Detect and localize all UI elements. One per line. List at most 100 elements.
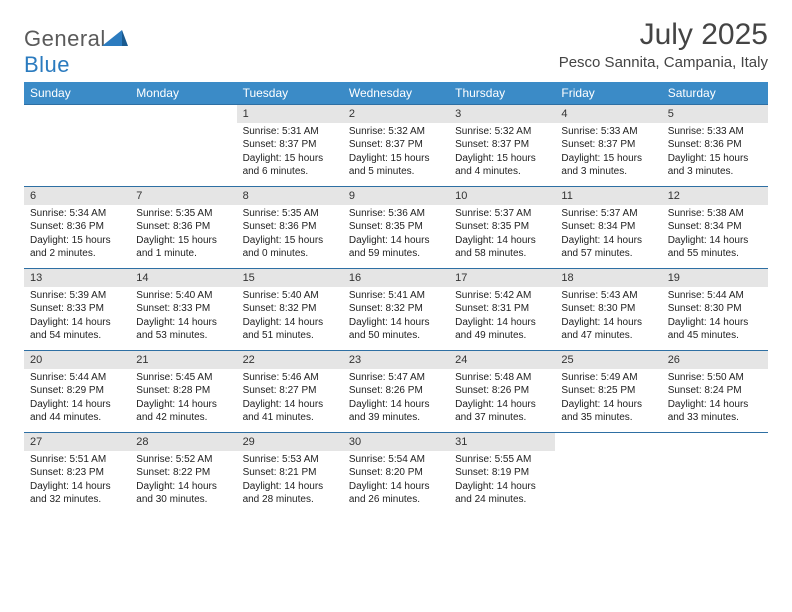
daylight-line: Daylight: 14 hours and 47 minutes. [561, 317, 642, 342]
sunset-line: Sunset: 8:26 PM [349, 385, 423, 396]
weekday-header-row: SundayMondayTuesdayWednesdayThursdayFrid… [24, 82, 768, 105]
weekday-header: Friday [555, 82, 661, 105]
day-detail: Sunrise: 5:48 AMSunset: 8:26 PMDaylight:… [449, 369, 555, 433]
day-number: 25 [555, 351, 661, 369]
empty-cell [662, 433, 768, 451]
day-number: 14 [130, 269, 236, 287]
sunrise-line: Sunrise: 5:45 AM [136, 372, 212, 383]
weekday-header: Sunday [24, 82, 130, 105]
daylight-line: Daylight: 14 hours and 44 minutes. [30, 399, 111, 424]
sunrise-line: Sunrise: 5:54 AM [349, 454, 425, 465]
empty-cell [555, 433, 661, 451]
daylight-line: Daylight: 14 hours and 35 minutes. [561, 399, 642, 424]
daylight-line: Daylight: 14 hours and 51 minutes. [243, 317, 324, 342]
sunset-line: Sunset: 8:37 PM [561, 139, 635, 150]
sunrise-line: Sunrise: 5:44 AM [30, 372, 106, 383]
sunrise-line: Sunrise: 5:37 AM [561, 208, 637, 219]
day-number: 18 [555, 269, 661, 287]
sunrise-line: Sunrise: 5:37 AM [455, 208, 531, 219]
day-detail: Sunrise: 5:40 AMSunset: 8:33 PMDaylight:… [130, 287, 236, 351]
empty-cell [24, 105, 130, 123]
sunset-line: Sunset: 8:36 PM [136, 221, 210, 232]
daylight-line: Daylight: 14 hours and 41 minutes. [243, 399, 324, 424]
sunset-line: Sunset: 8:33 PM [30, 303, 104, 314]
day-detail: Sunrise: 5:38 AMSunset: 8:34 PMDaylight:… [662, 205, 768, 269]
sunrise-line: Sunrise: 5:33 AM [668, 126, 744, 137]
sunset-line: Sunset: 8:34 PM [561, 221, 635, 232]
daylight-line: Daylight: 14 hours and 42 minutes. [136, 399, 217, 424]
daylight-line: Daylight: 15 hours and 5 minutes. [349, 153, 430, 178]
sunrise-line: Sunrise: 5:31 AM [243, 126, 319, 137]
sunset-line: Sunset: 8:37 PM [349, 139, 423, 150]
day-number: 9 [343, 187, 449, 205]
day-number-row: 2728293031 [24, 433, 768, 451]
sunset-line: Sunset: 8:23 PM [30, 467, 104, 478]
day-number: 10 [449, 187, 555, 205]
calendar-body: 12345Sunrise: 5:31 AMSunset: 8:37 PMDayl… [24, 105, 768, 521]
sunrise-line: Sunrise: 5:51 AM [30, 454, 106, 465]
day-detail: Sunrise: 5:36 AMSunset: 8:35 PMDaylight:… [343, 205, 449, 269]
daylight-line: Daylight: 15 hours and 3 minutes. [561, 153, 642, 178]
day-detail-row: Sunrise: 5:51 AM Sunset: 8:23 PM Daylight:… [24, 451, 768, 521]
daylight-line: Daylight: 14 hours and 32 minutes. [30, 481, 111, 506]
day-detail: Sunrise: 5:34 AMSunset: 8:36 PMDaylight:… [24, 205, 130, 269]
sunset-line: Sunset: 8:33 PM [136, 303, 210, 314]
day-number-row: 13141516171819 [24, 269, 768, 287]
day-detail: Sunrise: 5:32 AMSunset: 8:37 PMDaylight:… [343, 123, 449, 187]
sunrise-line: Sunrise: 5:34 AM [30, 208, 106, 219]
day-detail-row: Sunrise: 5:39 AM Sunset: 8:33 PM Daylight:… [24, 287, 768, 351]
sunset-line: Sunset: 8:36 PM [243, 221, 317, 232]
day-number: 20 [24, 351, 130, 369]
day-number: 7 [130, 187, 236, 205]
day-detail: Sunrise: 5:41 AMSunset: 8:32 PMDaylight:… [343, 287, 449, 351]
day-detail: Sunrise: 5:54 AM Sunset: 8:20 PM Daylight:… [343, 451, 449, 521]
sunrise-line: Sunrise: 5:48 AM [455, 372, 531, 383]
day-detail-row: Sunrise: 5:31 AM Sunset: 8:37 PM Daylight:… [24, 123, 768, 187]
sunrise-line: Sunrise: 5:55 AM [455, 454, 531, 465]
day-detail: Sunrise: 5:47 AMSunset: 8:26 PMDaylight:… [343, 369, 449, 433]
day-number: 6 [24, 187, 130, 205]
sunrise-line: Sunrise: 5:36 AM [349, 208, 425, 219]
month-title: July 2025 [559, 18, 768, 52]
sunrise-line: Sunrise: 5:42 AM [455, 290, 531, 301]
day-detail: Sunrise: 5:55 AMSunset: 8:19 PMDaylight:… [449, 451, 555, 521]
empty-cell [24, 123, 130, 187]
day-number: 19 [662, 269, 768, 287]
daylight-line: Daylight: 15 hours and 4 minutes. [455, 153, 536, 178]
daylight-line: Daylight: 14 hours and 30 minutes. [136, 481, 217, 506]
day-detail: Sunrise: 5:35 AMSunset: 8:36 PMDaylight:… [130, 205, 236, 269]
sunrise-line: Sunrise: 5:35 AM [136, 208, 212, 219]
sunrise-line: Sunrise: 5:33 AM [561, 126, 637, 137]
day-number: 2 [343, 105, 449, 123]
day-number: 11 [555, 187, 661, 205]
day-number-row: 20212223242526 [24, 351, 768, 369]
daylight-line: Daylight: 14 hours and 50 minutes. [349, 317, 430, 342]
daylight-line: Daylight: 14 hours and 26 minutes. [349, 481, 430, 506]
sunrise-line: Sunrise: 5:49 AM [561, 372, 637, 383]
day-detail: Sunrise: 5:42 AMSunset: 8:31 PMDaylight:… [449, 287, 555, 351]
brand-part1: General [24, 26, 106, 51]
day-detail-row: Sunrise: 5:44 AMSunset: 8:29 PMDaylight:… [24, 369, 768, 433]
day-number: 29 [237, 433, 343, 451]
sunset-line: Sunset: 8:34 PM [668, 221, 742, 232]
daylight-line: Daylight: 14 hours and 49 minutes. [455, 317, 536, 342]
sunset-line: Sunset: 8:37 PM [455, 139, 529, 150]
location-text: Pesco Sannita, Campania, Italy [559, 54, 768, 71]
daylight-line: Daylight: 15 hours and 0 minutes. [243, 235, 324, 260]
day-number: 3 [449, 105, 555, 123]
sunset-line: Sunset: 8:30 PM [668, 303, 742, 314]
header: General Blue July 2025 Pesco Sannita, Ca… [24, 18, 768, 78]
day-detail: Sunrise: 5:37 AMSunset: 8:35 PMDaylight:… [449, 205, 555, 269]
sunset-line: Sunset: 8:20 PM [349, 467, 423, 478]
sunrise-line: Sunrise: 5:44 AM [668, 290, 744, 301]
sunset-line: Sunset: 8:24 PM [668, 385, 742, 396]
day-detail: Sunrise: 5:33 AM Sunset: 8:37 PM Daylight:… [555, 123, 661, 187]
brand-text: General Blue [24, 26, 128, 78]
sunrise-line: Sunrise: 5:39 AM [30, 290, 106, 301]
daylight-line: Daylight: 15 hours and 6 minutes. [243, 153, 324, 178]
day-number: 12 [662, 187, 768, 205]
sunset-line: Sunset: 8:35 PM [349, 221, 423, 232]
day-detail: Sunrise: 5:44 AMSunset: 8:30 PMDaylight:… [662, 287, 768, 351]
day-number: 4 [555, 105, 661, 123]
sunset-line: Sunset: 8:22 PM [136, 467, 210, 478]
